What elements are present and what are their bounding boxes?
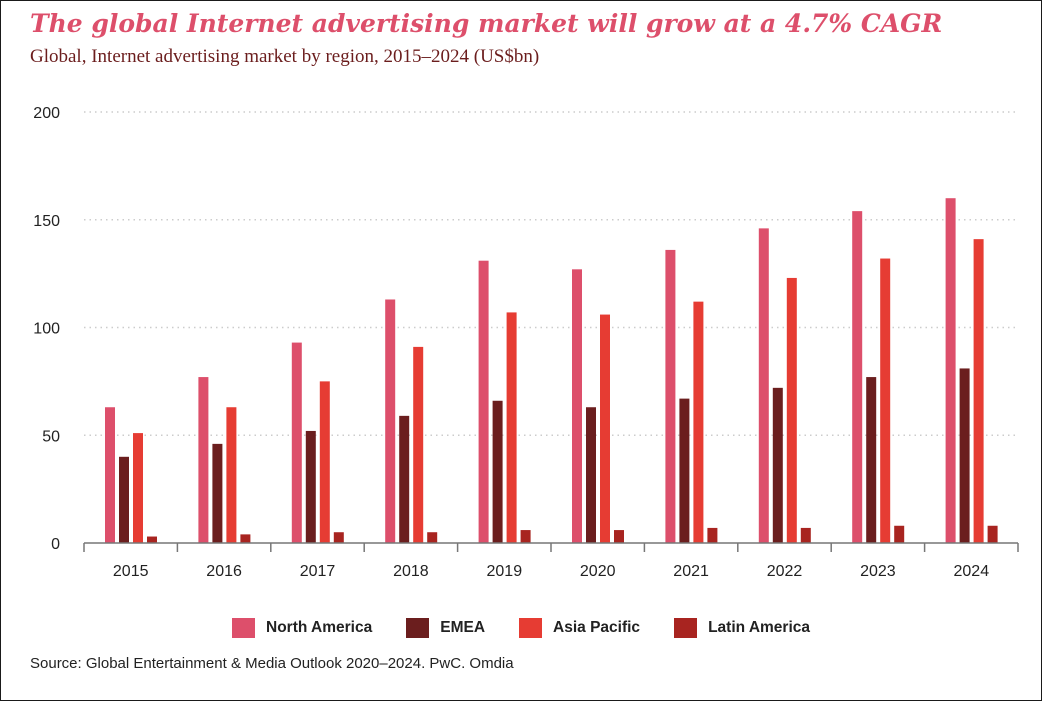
bar-north-america-2024 xyxy=(945,198,956,543)
bar-emea-2022 xyxy=(772,387,783,543)
bar-north-america-2022 xyxy=(758,228,769,543)
source-note: Source: Global Entertainment & Media Out… xyxy=(30,655,514,672)
y-tick-label: 100 xyxy=(33,321,60,338)
legend-label: Latin America xyxy=(708,619,810,636)
bar-emea-2020 xyxy=(586,407,596,543)
x-axis-ticks: 2015 2016 2017 2018 2019 2020 2021 2022 2023 2024 xyxy=(113,563,989,580)
legend-swatch xyxy=(519,618,543,638)
x-tick-label: 2017 xyxy=(300,563,336,580)
bars xyxy=(105,198,998,544)
bar-latin-america-2022 xyxy=(800,527,811,543)
y-tick-label: 200 xyxy=(33,105,60,122)
bar-asia-pacific-2016 xyxy=(226,407,237,543)
bar-emea-2017 xyxy=(305,430,316,543)
bar-latin-america-2016 xyxy=(240,534,251,543)
x-tick-label: 2021 xyxy=(673,563,709,580)
legend-item-asia-pacific: Asia Pacific xyxy=(519,618,640,638)
gridlines xyxy=(84,111,1018,436)
bar-asia-pacific-2023 xyxy=(880,258,891,543)
bar-asia-pacific-2024 xyxy=(973,239,984,543)
bar-asia-pacific-2015 xyxy=(133,433,143,543)
legend-label: EMEA xyxy=(440,619,486,636)
legend-swatch xyxy=(406,618,430,638)
legend-swatch xyxy=(232,618,255,638)
bar-latin-america-2020 xyxy=(614,530,624,543)
bar-north-america-2018 xyxy=(385,299,396,543)
bar-north-america-2016 xyxy=(198,377,209,543)
x-tick-label: 2019 xyxy=(487,563,523,580)
x-tick-label: 2015 xyxy=(113,563,149,580)
bar-latin-america-2021 xyxy=(707,527,718,543)
x-tick-label: 2023 xyxy=(860,563,896,580)
legend-swatch xyxy=(674,618,698,638)
bar-asia-pacific-2017 xyxy=(319,381,330,543)
bar-emea-2016 xyxy=(212,443,223,543)
bar-latin-america-2017 xyxy=(333,532,344,543)
bar-emea-2018 xyxy=(399,415,410,543)
y-tick-label: 150 xyxy=(33,213,60,230)
bar-asia-pacific-2021 xyxy=(693,301,704,543)
bar-emea-2015 xyxy=(119,456,129,543)
bar-north-america-2017 xyxy=(291,342,302,543)
legend-item-latin-america: Latin America xyxy=(674,618,810,638)
y-tick-label: 50 xyxy=(42,428,60,445)
bar-north-america-2015 xyxy=(105,407,115,543)
bar-north-america-2020 xyxy=(572,269,582,543)
x-tick-label: 2020 xyxy=(580,563,616,580)
bar-latin-america-2024 xyxy=(987,525,998,543)
legend-label: North America xyxy=(266,619,373,636)
bar-emea-2021 xyxy=(679,398,690,543)
bar-latin-america-2015 xyxy=(147,536,157,543)
bar-north-america-2021 xyxy=(665,249,676,544)
legend-label: Asia Pacific xyxy=(553,619,641,636)
bar-latin-america-2018 xyxy=(427,532,438,543)
x-tick-label: 2022 xyxy=(767,563,803,580)
legend-item-north-america: North America xyxy=(232,618,372,638)
chart-title: The global Internet advertising market w… xyxy=(30,9,943,38)
x-tick-label: 2018 xyxy=(393,563,429,580)
bar-asia-pacific-2022 xyxy=(786,277,797,543)
bar-emea-2019 xyxy=(492,400,503,543)
bar-asia-pacific-2019 xyxy=(506,312,517,543)
y-axis-ticks: 0 50 100 150 200 xyxy=(33,105,60,553)
x-tick-label: 2024 xyxy=(954,563,990,580)
bar-chart: 0 50 100 150 200 2015 2016 2017 2018 2019 2020 202… xyxy=(33,105,1019,580)
y-tick-label: 0 xyxy=(51,536,60,553)
bar-emea-2024 xyxy=(959,368,970,543)
bar-north-america-2023 xyxy=(852,211,863,543)
bar-asia-pacific-2020 xyxy=(600,314,610,543)
legend: North America EMEA Asia Pacific Latin Ameri… xyxy=(0,618,1042,638)
bar-north-america-2019 xyxy=(478,260,489,543)
legend-item-emea: EMEA xyxy=(406,618,485,638)
x-tick-label: 2016 xyxy=(206,563,242,580)
bar-asia-pacific-2018 xyxy=(413,346,424,543)
bar-emea-2023 xyxy=(866,377,877,543)
bar-latin-america-2019 xyxy=(520,530,531,543)
bar-latin-america-2023 xyxy=(894,525,905,543)
x-axis xyxy=(83,542,1019,552)
chart-subtitle: Global, Internet advertising market by r… xyxy=(30,46,540,67)
